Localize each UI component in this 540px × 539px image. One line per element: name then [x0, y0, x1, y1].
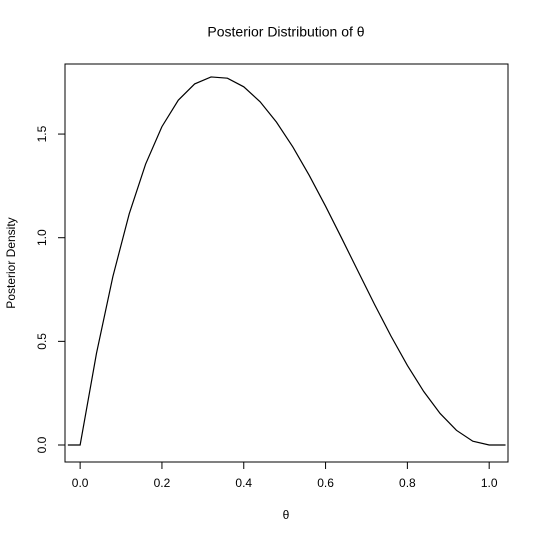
y-tick-label: 1.5 — [35, 125, 49, 142]
data-line — [67, 76, 506, 446]
y-tick-label: 1.0 — [35, 229, 49, 246]
x-axis-label: θ — [283, 508, 290, 522]
x-tick-label: 0.0 — [72, 476, 89, 490]
plot-frame — [64, 63, 509, 463]
y-tick-label: 0.5 — [35, 333, 49, 350]
x-tick-label: 0.8 — [399, 476, 416, 490]
x-tick-label: 0.6 — [317, 476, 334, 490]
chart-title: Posterior Distribution of θ — [207, 24, 364, 40]
x-tick-label: 0.4 — [235, 476, 252, 490]
x-tick-label: 0.2 — [154, 476, 171, 490]
y-axis-label: Posterior Density — [4, 217, 18, 308]
y-tick-label: 0.0 — [35, 436, 49, 453]
x-tick-label: 1.0 — [481, 476, 498, 490]
